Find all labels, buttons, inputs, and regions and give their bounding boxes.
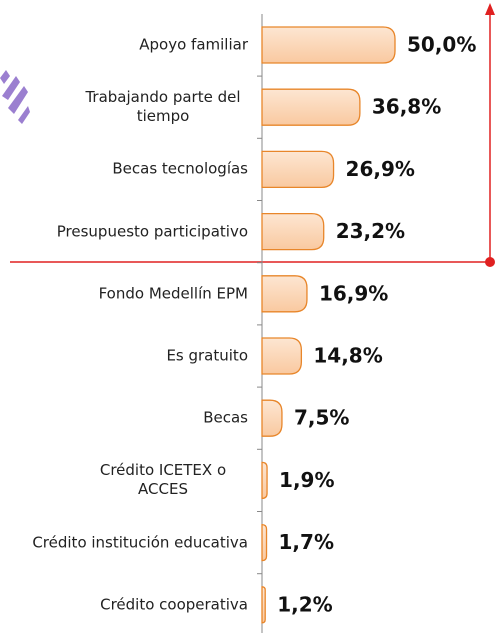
arrow-head [485,3,495,15]
bar [262,338,301,374]
decor-icon [0,70,30,124]
category-label: Fondo Medellín EPM [99,284,248,303]
value-label: 36,8% [372,95,441,119]
value-label: 1,2% [277,592,332,616]
chart: 50,0% 36,8% 26,9% 23,2% 16,9% 14,8% 7,5% 1,9% 1,… [0,0,499,633]
bar [262,400,282,436]
category-label: Trabajando parte del tiempo [78,88,248,126]
category-label: Es gratuito [166,347,248,366]
bar [262,214,324,250]
value-label: 16,9% [319,281,388,305]
annotation-dot [485,257,495,267]
value-label: 26,9% [346,157,415,181]
category-label: Crédito ICETEX o ACCES [78,461,248,499]
value-label: 7,5% [294,406,349,430]
value-label: 14,8% [313,344,382,368]
value-label: 50,0% [407,33,476,57]
bar [262,151,334,187]
value-label: 1,7% [279,530,334,554]
category-label: Crédito cooperativa [100,595,248,614]
bar [262,276,307,312]
category-label: Apoyo familiar [139,36,248,55]
bar [262,587,265,623]
category-label: Crédito institución educativa [32,533,248,552]
category-label: Becas [203,409,248,428]
category-label: Presupuesto participativo [57,222,248,241]
bar [262,89,360,125]
value-label: 1,9% [279,468,334,492]
category-label: Becas tecnologías [112,160,248,179]
value-label: 23,2% [336,219,405,243]
bar [262,525,267,561]
bar [262,27,395,63]
bar [262,462,267,498]
